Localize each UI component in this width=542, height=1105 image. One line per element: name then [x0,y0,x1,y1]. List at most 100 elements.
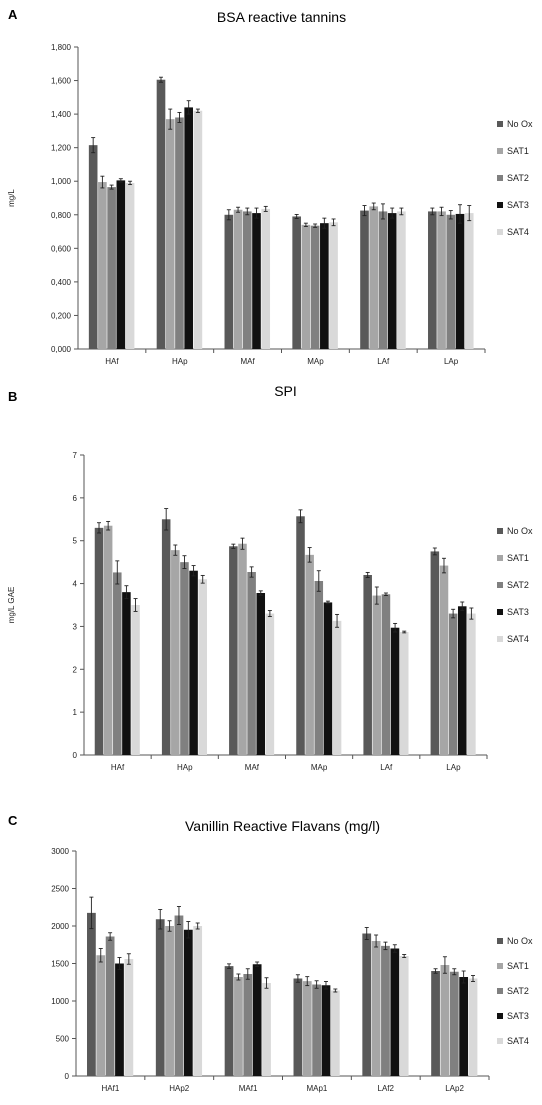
bar [180,562,189,755]
bar [156,79,166,349]
legend: No Ox SAT1 SAT2 SAT3 SAT4 [497,526,533,644]
bar [252,964,262,1076]
bar [224,214,234,349]
bar [224,966,234,1076]
bar [292,216,301,349]
x-tick-label: HAf [105,357,119,366]
y-tick-label: 1000 [51,997,69,1006]
y-tick-label: 0,600 [51,244,72,253]
legend-label: No Ox [507,526,533,536]
x-tick-label: MAp [307,357,324,366]
bar [234,977,243,1076]
bar [360,210,369,349]
legend-label: SAT2 [507,986,529,996]
bar [243,974,253,1076]
bar [131,605,140,755]
y-tick-label: 5 [73,537,78,546]
legend-swatch [497,229,503,235]
bar [105,936,115,1076]
legend-label: SAT4 [507,227,529,237]
bar [332,620,342,755]
bar [378,211,388,349]
bar [103,525,113,755]
bar [229,546,238,755]
legend-label: SAT4 [507,1036,529,1046]
bar [233,209,243,349]
bar [189,570,198,755]
legend-label: SAT3 [507,607,529,617]
y-tick-label: 1,000 [51,177,72,186]
x-tick-label: MAp1 [306,1084,327,1093]
bar [242,211,252,349]
y-tick-label: 0,400 [51,278,72,287]
bar [323,602,333,755]
bar [165,119,175,350]
bar [174,915,184,1076]
bar [440,965,450,1076]
bar [448,613,458,755]
bar [363,575,372,755]
chart-panel-c: C Vanillin Reactive Flavans (mg/l) 0 500 100… [8,813,533,1093]
panel-label: B [8,389,17,404]
bar [198,579,207,755]
y-tick-label: 4 [73,580,78,589]
bar [193,110,203,349]
legend-swatch [497,1038,503,1044]
legend-swatch [497,636,503,642]
y-tick-label: 2000 [51,922,69,931]
bar [430,551,440,755]
x-tick-label: LAp2 [445,1084,464,1093]
y-tick-label: 7 [73,451,78,460]
bar [369,206,379,349]
bar [399,956,409,1076]
y-axis-label: mg/L [7,189,16,207]
bar [165,926,174,1076]
y-axis-label: mg/L GAE [7,587,16,624]
bar [161,519,171,755]
legend-swatch [497,175,503,181]
bar [371,941,381,1076]
chart-title: Vanillin Reactive Flavans (mg/l) [185,818,380,834]
legend-label: SAT3 [507,1011,529,1021]
legend-swatch [497,1013,503,1019]
bar [312,984,321,1076]
chart-title: SPI [274,383,297,399]
y-tick-label: 0 [73,751,78,760]
legend: No Ox SAT1 SAT2 SAT3 SAT4 [497,119,533,237]
legend-swatch [497,938,503,944]
bar [457,606,467,755]
chart-panel-b: B SPI 0 1 2 3 4 5 6 7 mg/L GAE HAf HAp MAf MAp LAf LAp No… [7,383,533,772]
bar [107,187,116,349]
bar [124,959,134,1076]
panel-label: C [8,813,18,828]
legend-label: No Ox [507,936,533,946]
bar [428,211,437,349]
y-tick-label: 3000 [51,847,69,856]
bar [399,632,409,755]
legend-label: SAT3 [507,200,529,210]
bar [293,978,303,1076]
y-tick-label: 1,200 [51,144,72,153]
y-tick-label: 1,800 [51,43,72,52]
bar [467,613,476,755]
y-tick-label: 1500 [51,960,69,969]
x-tick-label: LAf2 [378,1084,395,1093]
legend-label: SAT1 [507,961,529,971]
x-tick-label: MAf [240,357,255,366]
bar [468,978,478,1076]
y-tick-label: 2 [73,665,78,674]
legend-swatch [497,609,503,615]
bar [381,594,391,755]
x-tick-label: HAp2 [169,1084,190,1093]
bar [238,543,247,755]
y-tick-label: 0,800 [51,211,72,220]
bar [296,516,305,755]
legend-label: SAT4 [507,634,529,644]
x-tick-label: MAf1 [239,1084,258,1093]
y-tick-label: 0,000 [51,345,72,354]
bar [262,983,271,1076]
bar [96,955,106,1076]
x-tick-label: MAf [245,763,260,772]
bar [125,182,135,349]
bar [397,211,406,349]
